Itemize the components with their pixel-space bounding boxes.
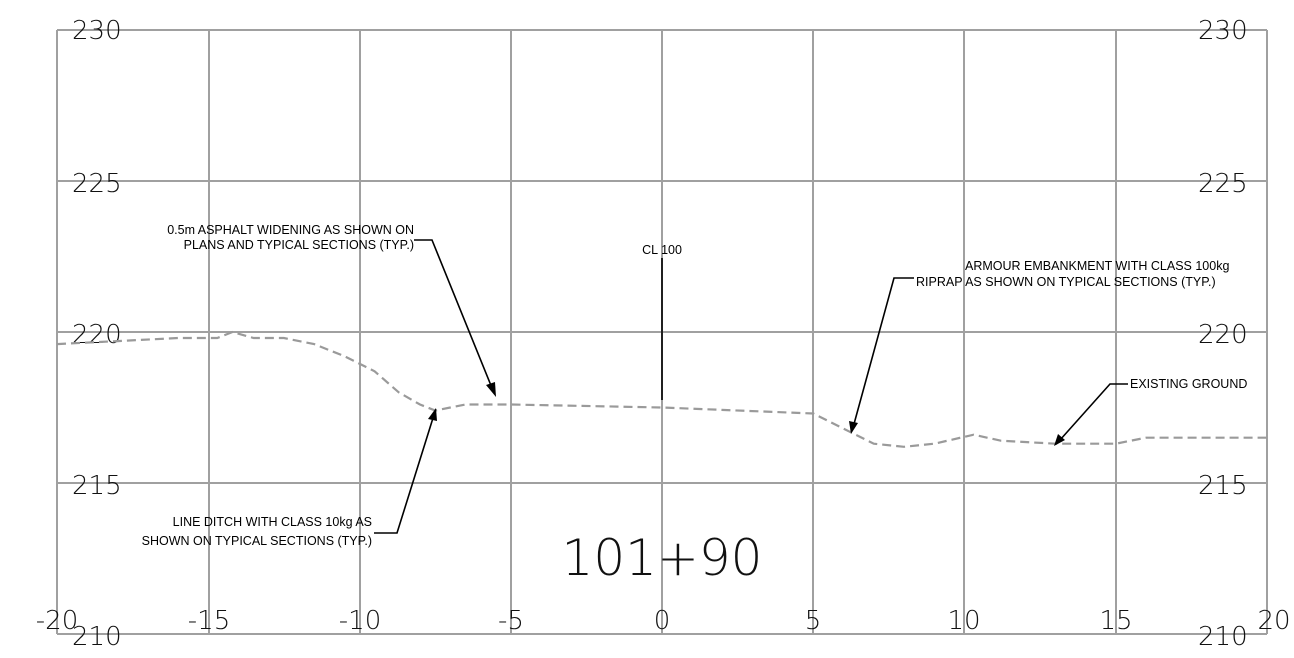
elevation-label: 225 [72, 169, 122, 199]
offset-label: -10 [339, 606, 381, 636]
elevation-label: 210 [1198, 622, 1248, 652]
elevation-label: 215 [1198, 471, 1248, 501]
armour-leader [853, 277, 914, 425]
offset-label: -5 [498, 606, 524, 636]
elevation-labels-right: 230 225 220 215 210 [1198, 16, 1248, 652]
existing-ground-arrowhead [1054, 434, 1065, 446]
elevation-label: 210 [72, 622, 122, 652]
offset-label: 5 [805, 606, 822, 636]
elevation-label: 225 [1198, 169, 1248, 199]
existing-ground-leader [1059, 383, 1128, 441]
centerline-label: CL 100 [642, 243, 682, 257]
armour-note-line2: RIPRAP AS SHOWN ON TYPICAL SECTIONS (TYP… [916, 275, 1216, 289]
grid [56, 29, 1268, 635]
offset-label: 0 [654, 606, 671, 636]
asphalt-leader [414, 239, 493, 389]
elevation-label: 230 [1198, 16, 1248, 46]
asphalt-note-line1: 0.5m ASPHALT WIDENING AS SHOWN ON [167, 223, 414, 237]
asphalt-arrowhead [486, 382, 496, 397]
ditch-leader [374, 417, 434, 534]
elevation-label: 220 [72, 320, 122, 350]
offset-labels: -20 -15 -10 -5 0 5 10 15 20 [36, 606, 1291, 636]
offset-label: -15 [188, 606, 230, 636]
station-label: 101+90 [562, 529, 763, 587]
ditch-note-line1: LINE DITCH WITH CLASS 10kg AS [173, 515, 372, 529]
ditch-note-line2: SHOWN ON TYPICAL SECTIONS (TYP.) [142, 534, 372, 548]
elevation-label: 230 [72, 16, 122, 46]
armour-arrowhead [849, 421, 858, 434]
existing-ground-note: EXISTING GROUND [1130, 377, 1247, 391]
offset-label: -20 [36, 606, 78, 636]
ditch-arrowhead [428, 408, 437, 421]
elevation-label: 215 [72, 471, 122, 501]
armour-note-line1: ARMOUR EMBANKMENT WITH CLASS 100kg [965, 259, 1229, 273]
elevation-label: 220 [1198, 320, 1248, 350]
asphalt-note-line2: PLANS AND TYPICAL SECTIONS (TYP.) [184, 238, 414, 252]
elevation-labels-left: 230 225 220 215 210 [72, 16, 122, 652]
offset-label: 15 [1099, 606, 1132, 636]
offset-label: 20 [1257, 606, 1290, 636]
offset-label: 10 [947, 606, 980, 636]
